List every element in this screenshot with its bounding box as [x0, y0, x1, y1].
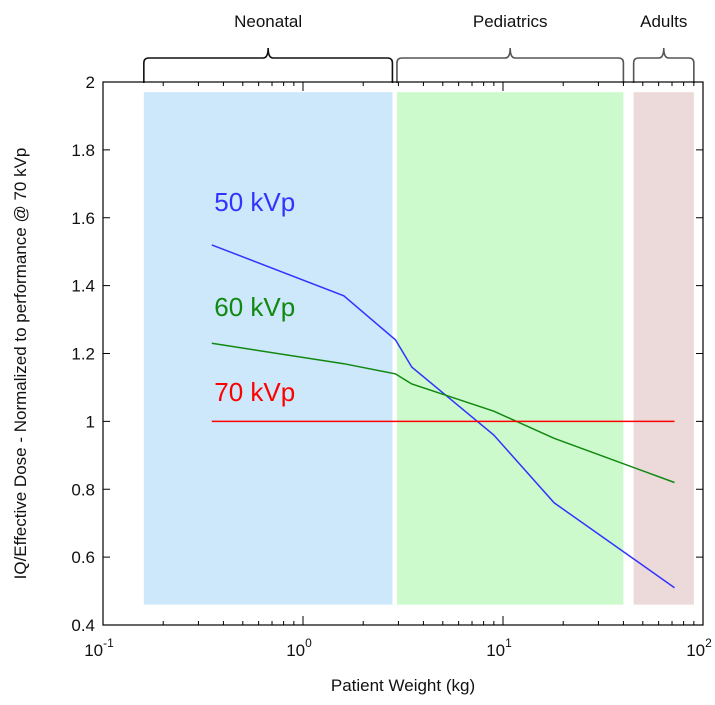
y-tick-label: 0.6	[71, 548, 95, 567]
region-adults	[633, 92, 694, 605]
y-tick-label: 2	[86, 73, 95, 92]
x-tick-label-exponent: 1	[505, 636, 512, 650]
weight-group-brackets: Neonatal Pediatrics Adults	[143, 12, 695, 83]
x-tick-label: 101	[486, 636, 512, 660]
x-tick-label-base: 10	[84, 641, 103, 660]
x-tick-label-exponent: 2	[705, 636, 712, 650]
x-tick-label: 102	[686, 636, 712, 660]
y-tick-label: 1.2	[71, 345, 95, 364]
series-labels: 50 kVp 60 kVp 70 kVp	[214, 187, 295, 407]
x-tick-label-exponent: -1	[103, 636, 114, 650]
y-tick-label: 1.6	[71, 209, 95, 228]
y-tick-label: 0.4	[71, 616, 95, 635]
x-tick-label: 10-1	[84, 636, 114, 660]
bracket-pediatrics	[396, 47, 625, 83]
series-label-70-kvp: 70 kVp	[214, 377, 295, 407]
y-tick-label: 0.8	[71, 480, 95, 499]
y-tick-label: 1	[86, 412, 95, 431]
region-neonatal	[143, 92, 393, 605]
y-tick-label: 1.4	[71, 277, 95, 296]
y-axis-title: IQ/Effective Dose - Normalized to perfor…	[11, 148, 30, 580]
x-tick-label: 100	[286, 636, 312, 660]
series-line-60-kvp	[211, 342, 675, 484]
group-label-adults: Adults	[640, 12, 687, 31]
group-label-pediatrics: Pediatrics	[473, 12, 548, 31]
weight-region-backgrounds	[143, 92, 694, 605]
x-axis-title: Patient Weight (kg)	[331, 676, 475, 695]
x-tick-label-exponent: 0	[305, 636, 312, 650]
series-line-50-kvp	[211, 244, 675, 589]
series-label-50-kvp: 50 kVp	[214, 187, 295, 217]
data-series	[211, 244, 675, 589]
y-tick-label: 1.8	[71, 141, 95, 160]
x-tick-label-base: 10	[286, 641, 305, 660]
x-tick-label-base: 10	[486, 641, 505, 660]
series-label-60-kvp: 60 kVp	[214, 292, 295, 322]
x-tick-label-base: 10	[686, 641, 705, 660]
bracket-adults	[632, 47, 695, 83]
region-pediatrics	[396, 92, 624, 605]
group-label-neonatal: Neonatal	[234, 12, 302, 31]
bracket-neonatal	[143, 47, 394, 83]
